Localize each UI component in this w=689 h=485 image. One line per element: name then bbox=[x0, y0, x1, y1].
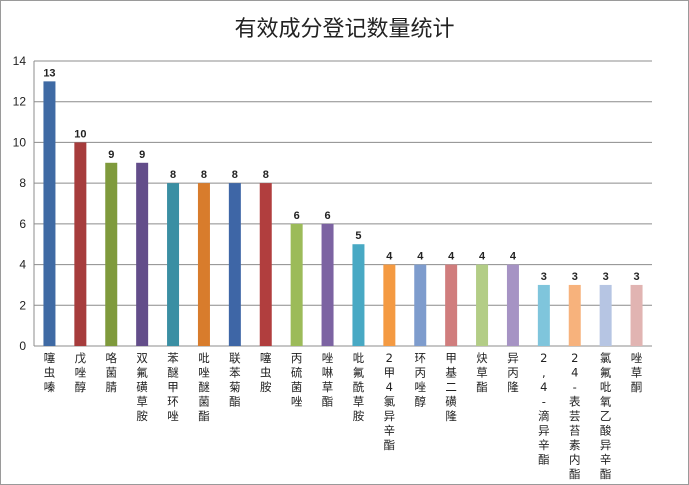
category-label: 噻虫胺 bbox=[260, 351, 272, 394]
data-label: 3 bbox=[541, 271, 547, 283]
bar bbox=[537, 284, 550, 346]
data-label: 9 bbox=[139, 149, 145, 161]
bar bbox=[630, 284, 643, 346]
data-label: 4 bbox=[448, 251, 455, 263]
bar bbox=[197, 183, 210, 346]
category-label: 吡氟酰草胺 bbox=[353, 351, 365, 423]
bar bbox=[43, 81, 56, 346]
data-label: 6 bbox=[294, 210, 300, 222]
data-label: 3 bbox=[633, 271, 639, 283]
bar bbox=[136, 162, 149, 346]
category-label: 戊唑醇 bbox=[75, 351, 87, 394]
category-label: 咯菌腈 bbox=[106, 351, 118, 394]
data-label: 8 bbox=[170, 169, 176, 181]
bar bbox=[290, 223, 303, 346]
bar bbox=[352, 244, 365, 346]
y-tick-label: 8 bbox=[19, 176, 26, 190]
data-label: 4 bbox=[417, 251, 424, 263]
category-label: 2, 4 -滴异辛酯 bbox=[538, 351, 550, 467]
bar bbox=[74, 142, 87, 346]
category-label: 吡唑醚菌酯 bbox=[198, 351, 210, 423]
data-label: 10 bbox=[74, 128, 86, 140]
category-label: 苯醚甲环唑 bbox=[167, 351, 179, 423]
y-tick-label: 12 bbox=[13, 95, 27, 109]
category-label: 2 甲 4 氯异辛酯 bbox=[384, 351, 396, 452]
category-label: 双氟磺草胺 bbox=[136, 351, 148, 423]
data-label: 3 bbox=[572, 271, 578, 283]
data-label: 5 bbox=[355, 230, 361, 242]
category-label: 氯氟吡氧乙酸异辛酯 bbox=[600, 351, 612, 481]
bar bbox=[383, 264, 396, 346]
bar bbox=[259, 183, 272, 346]
data-label: 13 bbox=[43, 67, 55, 79]
chart-title: 有效成分登记数量统计 bbox=[234, 17, 455, 42]
y-tick-label: 4 bbox=[19, 258, 26, 272]
category-label: 炔草酯 bbox=[476, 351, 488, 394]
y-tick-label: 14 bbox=[13, 54, 27, 68]
category-label: 丙硫菌唑 bbox=[291, 351, 303, 409]
bar bbox=[506, 264, 519, 346]
y-tick-label: 10 bbox=[13, 135, 27, 149]
y-tick-label: 2 bbox=[19, 298, 26, 312]
bar bbox=[105, 162, 118, 346]
category-label: 唑啉草酯 bbox=[322, 351, 334, 409]
data-label: 4 bbox=[510, 251, 517, 263]
data-label: 8 bbox=[201, 169, 207, 181]
category-label: 2 4 -表芸苔素内酯 bbox=[569, 351, 581, 481]
bar bbox=[445, 264, 458, 346]
bar bbox=[599, 284, 612, 346]
category-label: 联苯菊酯 bbox=[229, 351, 241, 409]
bar bbox=[476, 264, 489, 346]
data-label: 4 bbox=[479, 251, 486, 263]
data-label: 8 bbox=[232, 169, 238, 181]
data-label: 8 bbox=[263, 169, 269, 181]
y-tick-label: 6 bbox=[19, 217, 26, 231]
data-label: 6 bbox=[324, 210, 330, 222]
y-tick-label: 0 bbox=[19, 339, 26, 353]
data-label: 4 bbox=[386, 251, 393, 263]
bar bbox=[228, 183, 241, 346]
bar bbox=[167, 183, 180, 346]
category-label: 噻虫嗪 bbox=[44, 351, 56, 394]
category-label: 异丙隆 bbox=[507, 351, 519, 394]
category-label: 唑草酮 bbox=[631, 351, 643, 394]
bar bbox=[568, 284, 581, 346]
bar bbox=[321, 223, 334, 346]
bar bbox=[414, 264, 427, 346]
data-label: 3 bbox=[603, 271, 609, 283]
category-label: 环丙唑醇 bbox=[415, 351, 427, 409]
category-label: 甲基二磺隆 bbox=[445, 351, 457, 423]
data-label: 9 bbox=[108, 149, 114, 161]
